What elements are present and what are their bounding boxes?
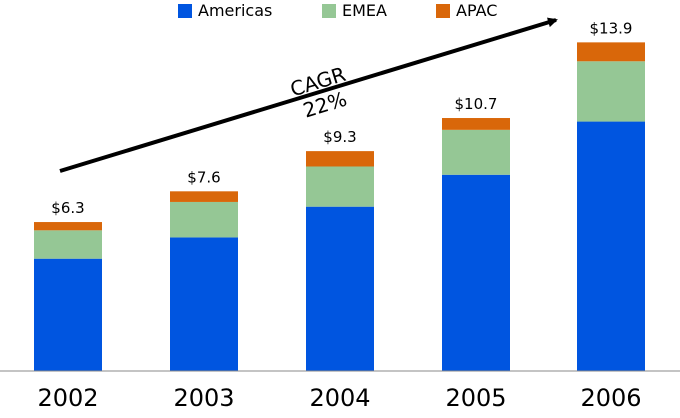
bar-apac-2004 — [306, 151, 374, 167]
cagr-annotation: CAGR 22% — [287, 62, 349, 123]
labels-layer: $6.3 2002 $7.6 2003 $9.3 2004 $10.7 2005 $13.9 20… — [37, 19, 641, 412]
x-tick-label-2002: 2002 — [37, 384, 98, 412]
legend-swatch-emea — [322, 3, 336, 18]
bar-americas-2003 — [170, 237, 238, 371]
legend-swatch-apac — [436, 3, 450, 18]
cagr-arrow — [59, 17, 558, 173]
x-tick-label-2004: 2004 — [309, 384, 370, 412]
legend-item-americas: Americas — [178, 1, 272, 20]
total-label-2003: $7.6 — [187, 168, 220, 186]
bar-emea-2005 — [442, 129, 510, 175]
total-label-2006: $13.9 — [590, 19, 633, 37]
total-label-2005: $10.7 — [455, 95, 498, 113]
legend-label-americas: Americas — [198, 1, 273, 20]
bar-emea-2004 — [306, 166, 374, 207]
bars-layer — [34, 42, 645, 371]
bar-americas-2006 — [577, 121, 645, 371]
total-label-2004: $9.3 — [323, 128, 356, 146]
bar-emea-2003 — [170, 201, 238, 238]
bar-apac-2006 — [577, 42, 645, 62]
bar-apac-2005 — [442, 118, 510, 130]
legend-item-apac: APAC — [436, 1, 497, 20]
bar-emea-2006 — [577, 61, 645, 122]
legend-item-emea: EMEA — [322, 1, 387, 20]
bar-americas-2002 — [34, 258, 102, 371]
bar-apac-2003 — [170, 191, 238, 202]
bar-apac-2002 — [34, 222, 102, 231]
legend: Americas EMEA APAC — [0, 0, 680, 22]
bar-americas-2004 — [306, 206, 374, 371]
legend-swatch-americas — [178, 3, 192, 18]
x-tick-label-2005: 2005 — [445, 384, 506, 412]
bar-emea-2002 — [34, 230, 102, 259]
x-tick-label-2006: 2006 — [580, 384, 641, 412]
x-tick-label-2003: 2003 — [173, 384, 234, 412]
legend-label-emea: EMEA — [342, 1, 387, 20]
bar-americas-2005 — [442, 174, 510, 371]
total-label-2002: $6.3 — [51, 199, 84, 217]
legend-label-apac: APAC — [456, 1, 498, 20]
